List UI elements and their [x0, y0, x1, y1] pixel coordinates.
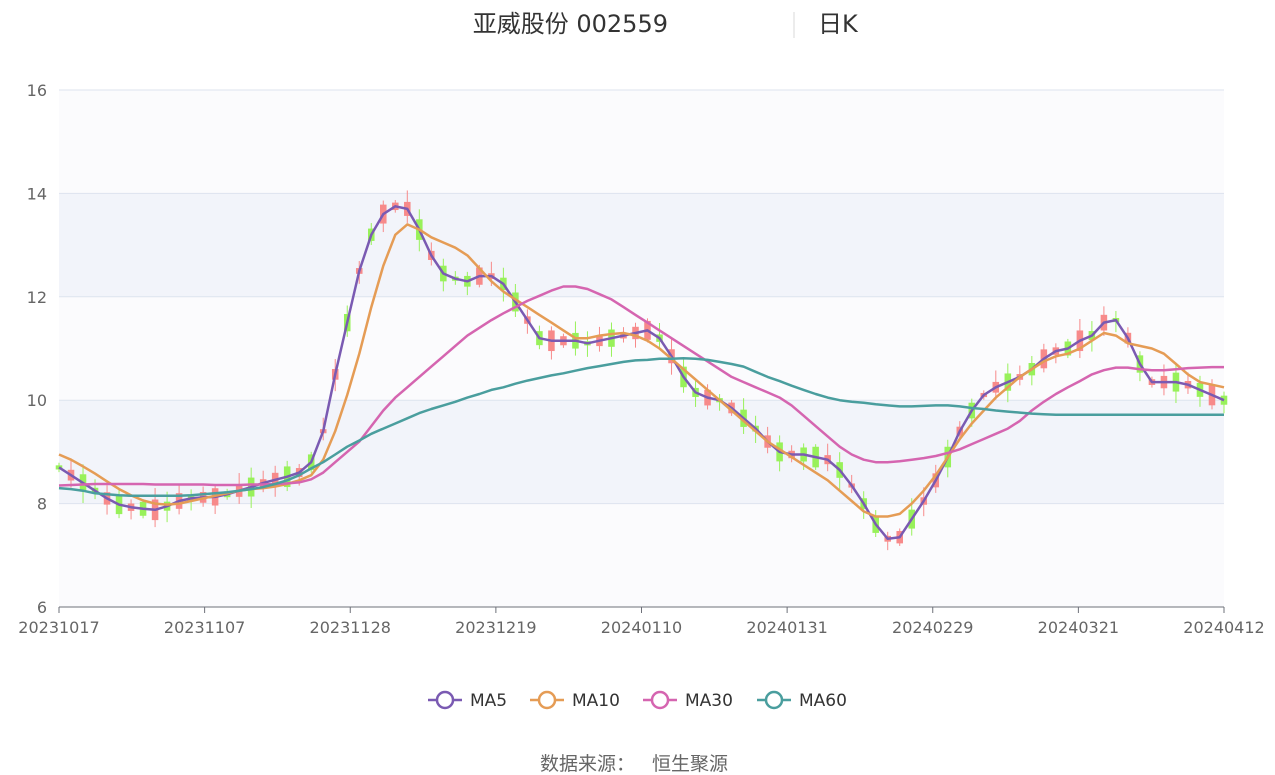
legend-marker-ma60[interactable] — [764, 690, 784, 710]
ma60-line — [58, 357, 1224, 498]
x-tick-label: 20231128 — [310, 618, 391, 637]
y-tick-label: 16 — [27, 81, 47, 100]
y-tick-label: 10 — [27, 391, 47, 410]
chart-title-group: 亚威股份 002559 日K — [473, 10, 859, 38]
x-tick-label: 20240412 — [1183, 618, 1264, 637]
source-label: 数据来源： — [540, 753, 635, 775]
grid-band — [59, 296, 1224, 401]
x-tick-label: 20240131 — [746, 618, 827, 637]
x-tick-label: 20240110 — [601, 618, 682, 637]
y-tick-label: 6 — [37, 598, 47, 617]
legend-label-ma60[interactable]: MA60 — [799, 691, 847, 711]
x-axis: 20231017 20231107 20231128 20231219 20240110… — [18, 606, 1265, 637]
x-tick-label: 20240229 — [892, 618, 973, 637]
legend-marker-ma5[interactable] — [435, 690, 455, 710]
grid-band — [59, 503, 1224, 607]
y-tick-label: 14 — [27, 184, 47, 203]
x-tick-label: 20240321 — [1038, 618, 1119, 637]
y-axis: 6 8 10 12 14 16 — [27, 81, 47, 617]
legend-marker-ma30[interactable] — [650, 690, 670, 710]
y-tick-label: 12 — [27, 288, 47, 307]
legend-marker-ma10[interactable] — [537, 690, 557, 710]
legend: MA5 MA10 MA30 MA60 — [428, 690, 847, 711]
grid-band — [59, 90, 1224, 194]
grid-bands — [59, 90, 1224, 607]
legend-label-ma5[interactable]: MA5 — [470, 691, 507, 711]
x-tick-label: 20231219 — [455, 618, 536, 637]
grid-band — [59, 193, 1224, 297]
source-value: 恒生聚源 — [652, 753, 728, 775]
grid-band — [59, 400, 1224, 504]
moving-average-lines — [58, 205, 1225, 541]
legend-label-ma30[interactable]: MA30 — [685, 691, 733, 711]
y-tick-label: 8 — [37, 495, 47, 514]
x-tick-label: 20231017 — [18, 618, 99, 637]
data-source: 数据来源： 恒生聚源 — [540, 753, 728, 775]
chart-subtitle: 日K — [818, 10, 859, 38]
chart-title: 亚威股份 002559 — [473, 10, 668, 38]
legend-label-ma10[interactable]: MA10 — [572, 691, 620, 711]
x-tick-label: 20231107 — [164, 618, 245, 637]
